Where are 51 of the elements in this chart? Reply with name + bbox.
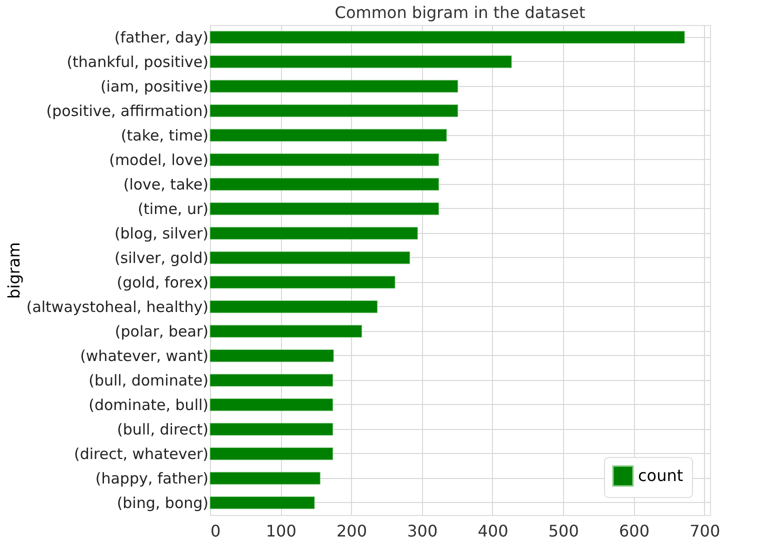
bar (210, 324, 362, 338)
y-tick-label: (direct, whatever) (74, 444, 208, 463)
bar (210, 55, 512, 68)
bar (210, 30, 685, 44)
y-tick-label: (father, day) (114, 28, 208, 46)
x-tick-label: 300 (407, 522, 438, 540)
chart-title: Common bigram in the dataset (334, 3, 586, 22)
y-tick-label: (silver, gold) (114, 248, 208, 267)
y-tick-label: (altwaystoheal, healthy) (26, 298, 208, 316)
y-tick-label: (whatever, want) (80, 346, 208, 365)
x-tick-label: 100 (266, 522, 296, 540)
y-tick-label: (love, take) (123, 175, 208, 194)
bar (210, 447, 334, 460)
x-tick-label: 0 (210, 522, 221, 540)
x-tick-label: 400 (478, 522, 508, 540)
x-tick-label: 200 (336, 522, 368, 540)
bar (210, 398, 334, 412)
y-tick-label: (take, time) (120, 126, 208, 144)
bar (210, 472, 320, 485)
legend-label: count (638, 466, 684, 485)
bar (210, 422, 334, 436)
x-tick-label: 600 (618, 522, 650, 540)
bar (210, 202, 440, 216)
y-tick-label: (iam, positive) (100, 77, 208, 96)
y-tick-label: (bull, dominate) (88, 371, 208, 390)
y-tick-label: (gold, forex) (116, 273, 208, 292)
x-tick-label: 700 (690, 522, 720, 540)
y-tick-label: (bull, direct) (117, 420, 208, 438)
y-tick-label: (polar, bear) (114, 322, 208, 340)
bar (210, 80, 458, 93)
bar (210, 276, 396, 289)
y-axis-title: bigram (4, 242, 24, 299)
y-tick-label: (blog, silver) (114, 224, 208, 242)
bar (210, 349, 334, 362)
y-tick-label: (bing, bong) (116, 494, 208, 512)
bar (210, 226, 418, 240)
bar (210, 251, 410, 264)
y-tick-label: (positive, affirmation) (46, 102, 208, 120)
bar (210, 496, 315, 510)
y-tick-label: (thankful, positive) (66, 52, 208, 71)
y-tick-label: (model, love) (109, 150, 208, 169)
x-tick-label: 500 (548, 522, 579, 540)
y-tick-label: (dominate, bull) (88, 396, 208, 414)
y-tick-label: (happy, father) (95, 469, 208, 488)
bar (210, 374, 334, 387)
bar (210, 178, 440, 191)
bar (210, 104, 458, 118)
y-tick-label: (time, ur) (138, 200, 208, 218)
bar (210, 300, 378, 314)
bar (210, 128, 447, 142)
bar (210, 153, 440, 166)
